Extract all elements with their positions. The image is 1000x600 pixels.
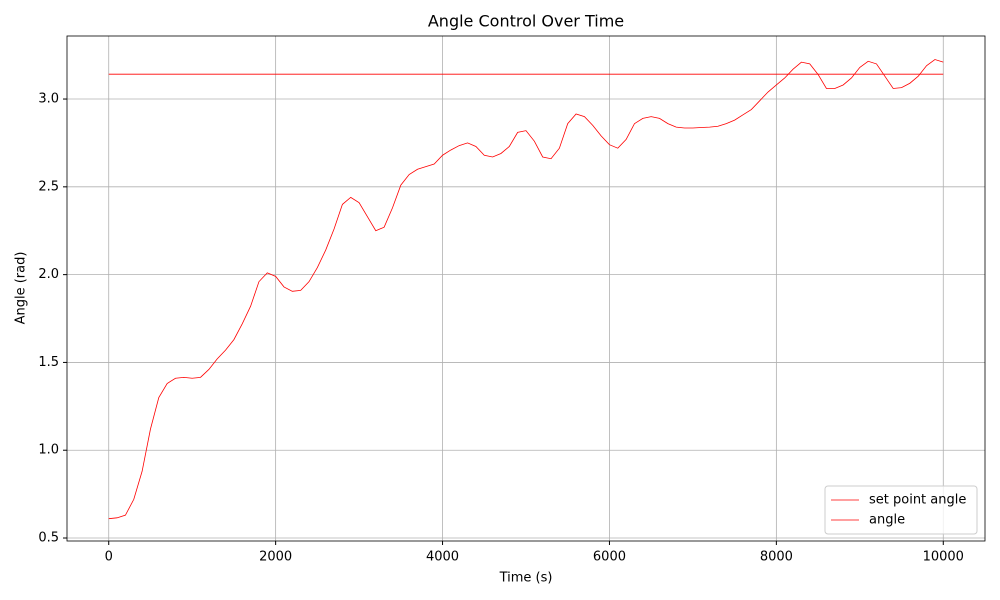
plot-frame <box>66 35 986 542</box>
x-tick-label: 6000 <box>593 550 626 565</box>
x-tick-label: 4000 <box>426 550 459 565</box>
legend-box <box>824 485 978 535</box>
x-tick-label: 2000 <box>259 550 292 565</box>
y-axis-label: Angle (rad) <box>14 252 29 325</box>
x-tick-label: 10000 <box>923 550 964 565</box>
x-axis-label: Time (s) <box>499 571 553 586</box>
legend-label: angle <box>869 513 905 528</box>
y-tick-label: 2.0 <box>38 267 59 282</box>
y-tick-label: 1.5 <box>38 355 59 370</box>
legend-label: set point angle <box>869 493 966 508</box>
y-tick-label: 3.0 <box>38 92 59 107</box>
y-tick-label: 1.0 <box>38 443 59 458</box>
series-line <box>108 59 944 520</box>
y-tick-label: 2.5 <box>38 179 59 194</box>
x-tick-label: 0 <box>105 550 113 565</box>
chart-title: Angle Control Over Time <box>428 12 624 31</box>
y-tick-label: 0.5 <box>38 531 59 546</box>
x-tick-label: 8000 <box>760 550 793 565</box>
